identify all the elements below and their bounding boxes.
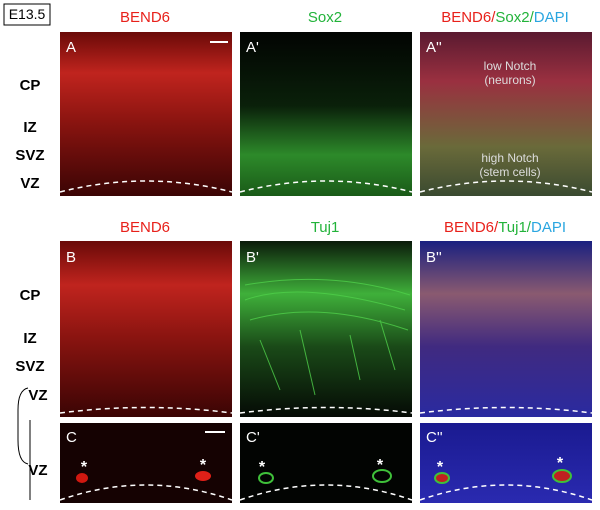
asterisk: *: [377, 457, 384, 474]
stage-label: E13.5: [9, 6, 46, 22]
boundary: [239, 484, 413, 501]
annotation: (stem cells): [479, 165, 540, 179]
header: Tuj1: [311, 219, 340, 236]
asterisk: *: [557, 455, 564, 472]
panel-label: A: [66, 39, 76, 56]
asterisk: *: [437, 459, 444, 476]
panel-label: A': [246, 39, 259, 56]
fibers: [244, 278, 411, 396]
micrograph: [240, 32, 412, 196]
micrograph: [420, 423, 592, 503]
micrograph: [240, 423, 412, 503]
region-label: SVZ: [15, 147, 44, 164]
panel-label: C'': [426, 429, 443, 446]
panel-label: B: [66, 249, 76, 266]
header-part: Tuj1/: [498, 219, 532, 236]
boundary: [59, 484, 233, 501]
region-label: CP: [20, 287, 41, 304]
header-part: Sox2/: [495, 9, 534, 26]
boundary: [239, 406, 413, 414]
bracket: [17, 387, 29, 465]
micrograph: [240, 241, 412, 417]
header: Sox2: [308, 9, 342, 26]
header-part: BEND6/: [444, 219, 499, 236]
region-label: CP: [20, 77, 41, 94]
annotation: high Notch: [481, 151, 538, 165]
boundary: [59, 180, 233, 193]
boundary: [419, 484, 593, 501]
header-merged: BEND6/Tuj1/DAPI: [444, 219, 566, 236]
micrograph: [420, 32, 592, 196]
header-part: DAPI: [534, 9, 569, 26]
panel-label: C': [246, 429, 260, 446]
panel-label: B': [246, 249, 259, 266]
micrograph: [60, 423, 232, 503]
boundary: [239, 180, 413, 193]
region-label: IZ: [23, 119, 36, 136]
header-part: DAPI: [531, 219, 566, 236]
boundary: [419, 406, 593, 414]
annotation: low Notch: [484, 59, 537, 73]
panel-label: B'': [426, 249, 442, 266]
region-label: IZ: [23, 330, 36, 347]
cells: [76, 469, 572, 484]
annotation: (neurons): [484, 73, 535, 87]
boundary: [419, 180, 593, 193]
header-part: BEND6/: [441, 9, 496, 26]
region-label: VZ: [28, 387, 47, 404]
asterisk: *: [81, 459, 88, 476]
asterisk: *: [200, 457, 207, 474]
region-label: VZ: [20, 175, 39, 192]
panel-label: A'': [426, 39, 442, 56]
micrograph: [60, 32, 232, 196]
stage-box: [3, 3, 51, 26]
region-label: VZ: [28, 462, 47, 479]
micrograph: [60, 241, 232, 417]
boundary: [59, 406, 233, 414]
header: BEND6: [120, 9, 170, 26]
asterisk: *: [259, 459, 266, 476]
micrograph: [420, 241, 592, 417]
panel-label: C: [66, 429, 77, 446]
header-merged: BEND6/Sox2/DAPI: [441, 9, 569, 26]
region-label: SVZ: [15, 358, 44, 375]
header: BEND6: [120, 219, 170, 236]
